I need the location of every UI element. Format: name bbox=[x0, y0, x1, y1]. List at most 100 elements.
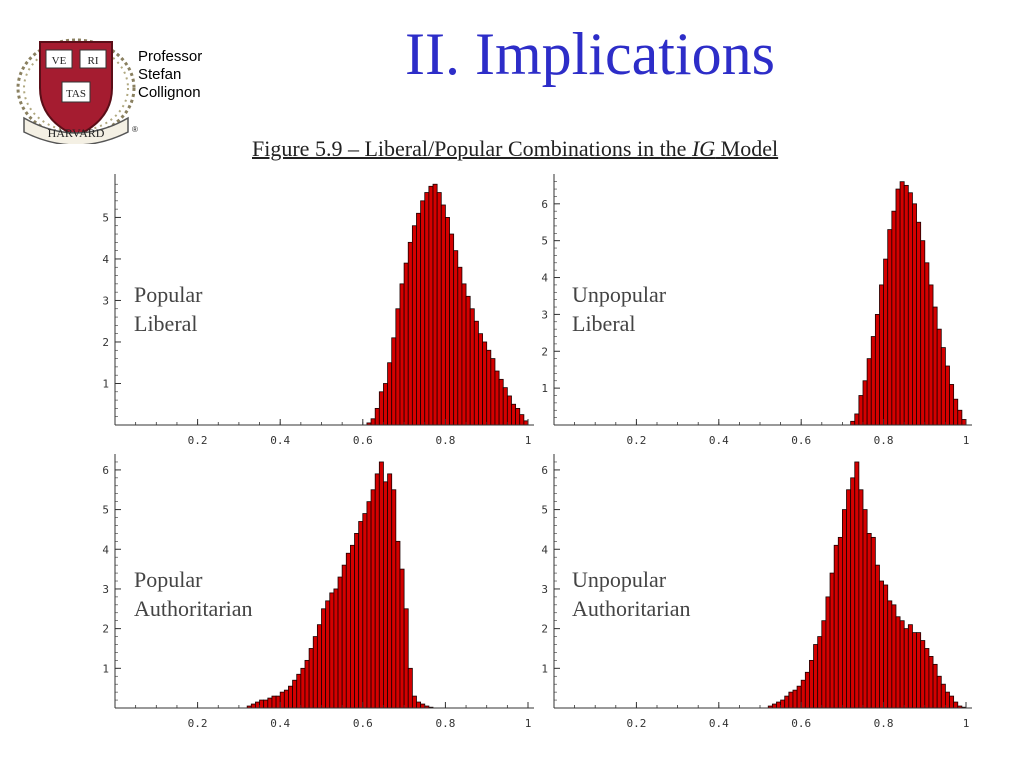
histogram-bar bbox=[883, 258, 889, 426]
y-tick-label: 2 bbox=[541, 345, 548, 358]
histogram-bar bbox=[416, 701, 422, 709]
y-tick-label: 3 bbox=[102, 294, 109, 307]
histogram-bar bbox=[866, 358, 872, 426]
histogram-bar bbox=[449, 233, 455, 426]
histogram-bar bbox=[358, 521, 364, 709]
histogram-bar bbox=[420, 200, 426, 426]
y-tick-label: 2 bbox=[102, 336, 109, 349]
histogram-bar bbox=[903, 628, 909, 709]
author-name: Professor Stefan Collignon bbox=[138, 48, 202, 102]
x-tick-label: 0.4 bbox=[270, 717, 290, 730]
y-tick-label: 5 bbox=[541, 235, 548, 248]
x-tick-label: 0.4 bbox=[709, 717, 729, 730]
histogram-bar bbox=[895, 188, 901, 426]
histogram-bar bbox=[916, 632, 922, 709]
histogram-bar bbox=[399, 283, 405, 426]
histogram-bar bbox=[804, 671, 810, 709]
histogram-bar bbox=[267, 697, 273, 709]
histogram-bar bbox=[453, 250, 459, 426]
panel-label: Unpopular bbox=[572, 282, 667, 307]
histogram-bar bbox=[887, 229, 893, 426]
histogram-bar bbox=[395, 308, 401, 426]
histogram-bar bbox=[354, 533, 360, 709]
histogram-bar bbox=[420, 703, 426, 709]
histogram-bar bbox=[519, 414, 525, 426]
histogram-bar bbox=[776, 701, 781, 709]
histogram-bar bbox=[850, 420, 856, 426]
histogram-bar bbox=[945, 365, 950, 426]
histogram-bar bbox=[407, 667, 413, 709]
y-tick-label: 3 bbox=[541, 583, 548, 596]
caption-model-name: IG bbox=[691, 136, 716, 161]
x-tick-label: 0.6 bbox=[791, 434, 811, 447]
histogram-bar bbox=[515, 407, 521, 426]
histogram-bar bbox=[825, 596, 831, 709]
histogram-bar bbox=[936, 675, 942, 709]
histogram-bar bbox=[502, 387, 508, 426]
histogram-bar bbox=[940, 683, 946, 709]
panel-label: Popular bbox=[134, 567, 203, 592]
histogram-bar bbox=[858, 395, 864, 426]
histogram-bar bbox=[903, 184, 909, 426]
histogram-bar bbox=[395, 540, 401, 709]
histogram-bar bbox=[366, 501, 372, 709]
x-tick-label: 0.6 bbox=[353, 434, 373, 447]
histogram-bar bbox=[833, 544, 839, 709]
histogram-bar bbox=[920, 640, 926, 709]
histogram-bar bbox=[916, 221, 922, 426]
histogram-bar bbox=[924, 262, 930, 426]
histogram-bar bbox=[506, 395, 512, 426]
histogram-bar bbox=[288, 685, 293, 709]
histogram-bar bbox=[945, 691, 950, 709]
histogram-bar bbox=[383, 481, 388, 709]
histogram-bar bbox=[891, 210, 897, 426]
y-tick-label: 4 bbox=[102, 253, 109, 266]
histogram-bar bbox=[478, 333, 483, 426]
x-tick-label: 1 bbox=[963, 717, 970, 730]
author-line: Collignon bbox=[138, 84, 201, 101]
histogram-bar bbox=[250, 703, 256, 709]
y-tick-label: 2 bbox=[541, 623, 548, 636]
histogram-bar bbox=[469, 308, 475, 426]
histogram-bar bbox=[482, 341, 488, 426]
histogram-bar bbox=[387, 473, 393, 709]
histogram-bar bbox=[511, 403, 517, 426]
histogram-bar bbox=[924, 648, 930, 709]
y-tick-label: 5 bbox=[102, 504, 109, 517]
histogram-bar bbox=[887, 600, 893, 709]
histogram-bar bbox=[370, 418, 376, 426]
histogram-bar bbox=[837, 536, 843, 709]
histogram-bar bbox=[829, 572, 835, 709]
histogram-bar bbox=[953, 398, 959, 426]
histogram-bar bbox=[883, 584, 889, 709]
histogram-bar bbox=[407, 241, 413, 426]
histogram-bar bbox=[895, 616, 901, 709]
histogram-bar bbox=[321, 608, 327, 709]
histogram-bar bbox=[333, 588, 339, 709]
panel-label: Liberal bbox=[572, 311, 636, 336]
histogram-bar bbox=[879, 580, 884, 709]
x-tick-label: 0.2 bbox=[188, 434, 208, 447]
y-tick-label: 1 bbox=[541, 662, 548, 675]
y-tick-label: 4 bbox=[541, 272, 548, 285]
histogram-bar bbox=[792, 689, 798, 709]
histogram-bar bbox=[854, 413, 860, 426]
histogram-bar bbox=[498, 378, 504, 426]
y-tick-label: 1 bbox=[102, 662, 109, 675]
histogram-bar bbox=[817, 636, 823, 709]
x-tick-label: 0.8 bbox=[435, 434, 455, 447]
histogram-bar bbox=[920, 240, 926, 426]
histogram-bar bbox=[870, 336, 876, 426]
histogram-bar bbox=[300, 667, 306, 709]
histogram-bar bbox=[283, 689, 289, 709]
y-tick-label: 5 bbox=[102, 211, 109, 224]
histogram-bar bbox=[821, 620, 827, 709]
histogram-bar bbox=[949, 695, 955, 709]
histogram-bar bbox=[961, 419, 967, 426]
histogram-bar bbox=[796, 685, 802, 709]
y-tick-label: 1 bbox=[102, 377, 109, 390]
histogram-bar bbox=[399, 568, 405, 709]
histogram-bar bbox=[862, 509, 868, 709]
y-tick-label: 4 bbox=[102, 543, 109, 556]
histogram-bar bbox=[259, 699, 265, 709]
